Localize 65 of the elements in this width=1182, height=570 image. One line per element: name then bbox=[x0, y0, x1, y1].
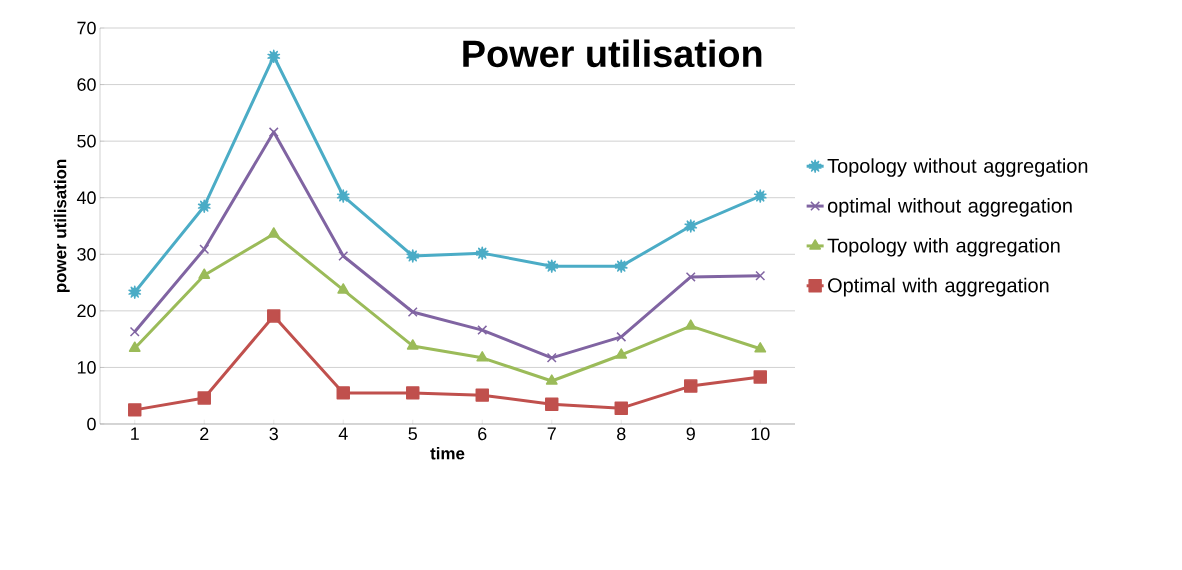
x-tick-label: 6 bbox=[478, 427, 487, 441]
x-tick-label: 7 bbox=[547, 427, 556, 440]
point bbox=[197, 391, 211, 405]
point bbox=[336, 386, 350, 400]
y-tick-label: 60 bbox=[77, 78, 96, 91]
point bbox=[753, 370, 767, 384]
x-tick-label: 3 bbox=[269, 427, 278, 441]
point bbox=[545, 397, 559, 411]
point bbox=[128, 403, 142, 417]
y-tick-label: 40 bbox=[76, 191, 96, 205]
y-axis-title: power utilisation bbox=[53, 159, 70, 293]
point bbox=[197, 199, 211, 213]
point bbox=[268, 127, 279, 138]
point bbox=[267, 309, 281, 323]
point bbox=[337, 283, 350, 294]
x-tick-label: 2 bbox=[200, 427, 209, 441]
point bbox=[616, 331, 627, 342]
point bbox=[545, 259, 559, 273]
legend-label: Topology without aggregation bbox=[827, 158, 1088, 177]
y-tick-label: 0 bbox=[87, 417, 96, 431]
x-tick-label: 5 bbox=[408, 427, 417, 441]
x-tick-label: 8 bbox=[617, 427, 626, 441]
point bbox=[684, 219, 698, 233]
y-tick-label: 10 bbox=[77, 361, 96, 374]
y-tick-label: 70 bbox=[77, 21, 96, 35]
point bbox=[754, 342, 767, 353]
point bbox=[475, 388, 489, 402]
point bbox=[755, 270, 766, 281]
point bbox=[199, 244, 210, 255]
chart-title: Power utilisation bbox=[463, 39, 762, 68]
point bbox=[545, 374, 558, 385]
x-tick-label: 9 bbox=[686, 427, 695, 441]
point bbox=[684, 379, 698, 393]
x-tick-label: 1 bbox=[131, 427, 139, 440]
point bbox=[407, 307, 418, 317]
point bbox=[614, 401, 628, 415]
point bbox=[406, 249, 420, 263]
point bbox=[477, 325, 488, 336]
point bbox=[684, 319, 697, 330]
point bbox=[615, 348, 628, 359]
point bbox=[267, 227, 280, 238]
point bbox=[128, 341, 141, 352]
point bbox=[475, 246, 489, 260]
point bbox=[476, 351, 489, 362]
x-tick-label: 4 bbox=[338, 427, 348, 440]
legend-label: Optimal with aggregation bbox=[828, 277, 1049, 297]
point bbox=[546, 352, 557, 363]
point bbox=[406, 386, 420, 400]
point bbox=[129, 326, 140, 337]
point bbox=[406, 339, 419, 350]
point bbox=[685, 271, 696, 282]
point bbox=[753, 189, 767, 203]
legend-label: Topology with aggregation bbox=[827, 237, 1060, 257]
point bbox=[128, 285, 142, 299]
point bbox=[198, 268, 211, 279]
point bbox=[267, 49, 281, 64]
x-axis-title: time bbox=[430, 447, 465, 460]
legend-label: optimal without aggregation bbox=[827, 198, 1072, 217]
point bbox=[338, 251, 349, 261]
x-tick-label: 10 bbox=[751, 427, 770, 441]
y-tick-label: 20 bbox=[77, 304, 96, 318]
point bbox=[614, 259, 628, 273]
point bbox=[336, 189, 350, 203]
y-tick-label: 30 bbox=[77, 247, 96, 261]
y-tick-label: 50 bbox=[77, 134, 96, 148]
